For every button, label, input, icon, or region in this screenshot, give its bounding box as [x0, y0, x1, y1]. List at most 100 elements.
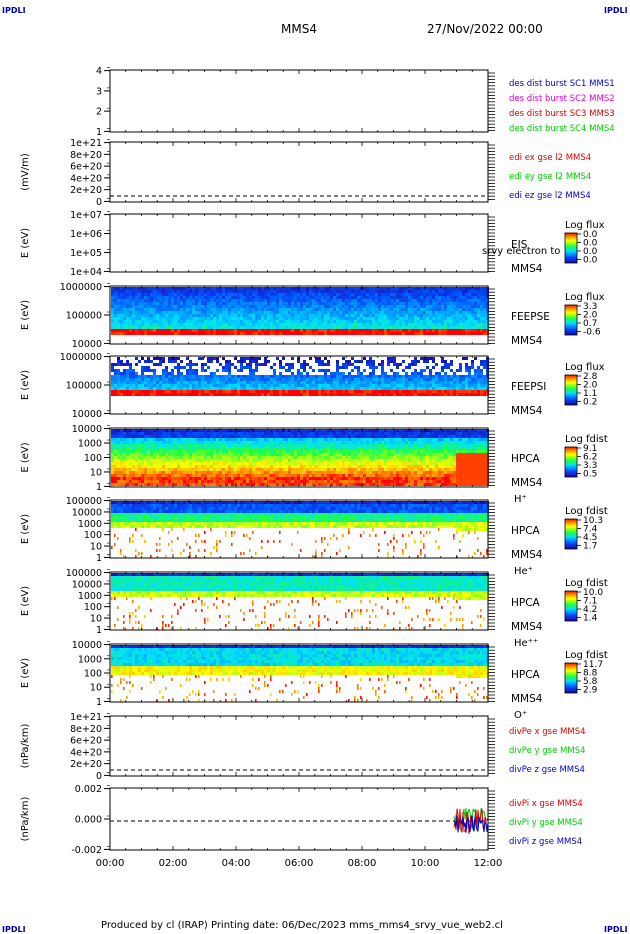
ytick-label-hpca_he-4: 10000	[72, 507, 102, 518]
cbar-tick-hpca_o-2: 5.8	[583, 677, 598, 687]
cbar-hpca_hepp	[564, 590, 578, 622]
ytick-label-eis-1: 1e+05	[70, 248, 102, 259]
cbar-title-hpca_o: Log fdist	[565, 650, 608, 661]
ytick-label-divpi-2: 0.002	[75, 784, 102, 795]
cbar-title-hpca_h: Log fdist	[565, 434, 608, 445]
panel-feepse	[104, 283, 581, 345]
cbar-tick-feepse-0: 3.3	[583, 302, 597, 312]
cbar-tick-hpca_he-1: 7.4	[583, 525, 598, 535]
ytick-label-burst-1: 2	[96, 107, 102, 118]
instrument-hpca_h: HPCA	[511, 453, 541, 465]
ytick-label-eis-2: 1e+06	[70, 229, 102, 240]
ytick-label-eis-3: 1e+07	[70, 210, 102, 221]
legend-burst-0: des dist burst SC1 MMS1	[509, 79, 615, 89]
divpi-trace-2	[453, 815, 489, 833]
instrument-eis: EIS	[511, 239, 528, 251]
ytick-label-hpca_h-3: 1000	[78, 439, 102, 450]
ytick-label-edi-1: 2e+20	[70, 185, 102, 196]
cbar-tick-hpca_o-0: 11.7	[583, 660, 603, 670]
ytick-label-divpe-1: 2e+20	[70, 759, 102, 770]
cbar-tick-hpca_he-2: 4.5	[583, 533, 597, 543]
legend-burst-3: des dist burst SC4 MMS4	[509, 124, 615, 134]
corner-label-bottom-right: IPDLI	[604, 925, 628, 934]
ytick-label-hpca_h-0: 1	[96, 482, 102, 493]
ytick-label-feepse-0: 10000	[72, 339, 102, 350]
ytick-label-hpca_he-3: 1000	[78, 519, 102, 530]
xtick-label-2: 04:00	[222, 858, 251, 869]
ytick-label-edi-5: 1e+21	[70, 138, 102, 149]
ytick-label-feepse-2: 1000000	[60, 282, 102, 293]
ytick-label-burst-3: 4	[96, 66, 102, 77]
legend-divpi-1: divPi y gse MMS4	[509, 818, 583, 828]
divpi-trace-1	[453, 808, 489, 835]
panel-hpca_o	[104, 641, 581, 703]
corner-label-left: IPDLI	[2, 6, 26, 15]
instrument-hpca_hepp: HPCA	[511, 597, 541, 609]
cbar-tick-hpca_hepp-3: 1.4	[583, 614, 598, 624]
cbar-tick-hpca_he-0: 10.3	[583, 516, 603, 526]
ytick-label-hpca_hepp-3: 1000	[78, 591, 102, 602]
legend-divpe-2: divPe z gse MMS4	[509, 765, 585, 775]
ytick-label-divpe-0: 0	[96, 771, 102, 782]
ytick-label-hpca_h-2: 100	[84, 453, 102, 464]
cbar-tick-feepsi-3: 0.2	[583, 398, 597, 408]
cbar-eis	[564, 232, 578, 264]
ytick-label-burst-0: 1	[96, 127, 102, 138]
ytick-label-feepsi-2: 1000000	[60, 352, 102, 363]
species-hpca_he: He⁺	[514, 566, 533, 577]
cbar-hpca_o	[564, 662, 578, 694]
overlay-eis: srvy electron to	[482, 246, 560, 257]
cbar-title-hpca_he: Log fdist	[565, 506, 608, 517]
sc-hpca_o: MMS4	[511, 693, 543, 705]
instrument-feepse: FEEPSE	[511, 311, 550, 323]
cbar-tick-feepse-2: 0.7	[583, 319, 597, 329]
cbar-tick-eis-2: 0.0	[583, 247, 598, 257]
ytick-label-hpca_hepp-1: 10	[90, 614, 102, 625]
cbar-tick-hpca_h-1: 6.2	[583, 453, 597, 463]
ytick-label-edi-2: 4e+20	[70, 173, 102, 184]
datetime-title: 27/Nov/2022 00:00	[427, 22, 543, 36]
ytick-label-hpca_hepp-0: 1	[96, 625, 102, 636]
panel-divpi	[104, 785, 495, 851]
ytick-label-feepsi-0: 10000	[72, 409, 102, 420]
xtick-label-4: 08:00	[348, 858, 377, 869]
cbar-tick-eis-0: 0.0	[583, 230, 598, 240]
sc-hpca_he: MMS4	[511, 549, 543, 561]
ytick-label-divpe-3: 6e+20	[70, 736, 102, 747]
ytick-label-hpca_h-4: 10000	[72, 424, 102, 435]
ylabel-hpca_hepp: E (eV)	[20, 586, 31, 616]
ytick-label-hpca_he-5: 100000	[66, 496, 102, 507]
sc-feepsi: MMS4	[511, 405, 543, 417]
legend-divpi-0: divPi x gse MMS4	[509, 799, 583, 809]
cbar-title-eis: Log flux	[565, 220, 605, 231]
cbar-tick-eis-3: 0.0	[583, 256, 598, 266]
panel-burst	[104, 67, 495, 133]
sc-feepse: MMS4	[511, 335, 543, 347]
panel-hpca_he	[104, 497, 581, 559]
ytick-label-edi-0: 0	[96, 197, 102, 208]
legend-edi-2: edi ez gse l2 MMS4	[509, 191, 591, 201]
ytick-label-divpe-2: 4e+20	[70, 747, 102, 758]
ytick-label-divpe-5: 1e+21	[70, 712, 102, 723]
legend-burst-2: des dist burst SC3 MMS3	[509, 109, 615, 119]
ylabel-hpca_o: E (eV)	[20, 658, 31, 688]
xtick-label-1: 02:00	[159, 858, 188, 869]
sc-hpca_hepp: MMS4	[511, 621, 543, 633]
instrument-feepsi: FEEPSI	[511, 381, 546, 393]
footer-credit: Produced by cl (IRAP) Printing date: 06/…	[101, 920, 503, 931]
legend-edi-0: edi ex gse l2 MMS4	[509, 153, 591, 163]
legend-divpe-1: divPe y gse MMS4	[509, 746, 586, 756]
panel-eis	[104, 211, 581, 273]
ytick-label-feepsi-1: 100000	[66, 381, 102, 392]
sc-hpca_h: MMS4	[511, 477, 543, 489]
panel-divpe	[104, 713, 495, 777]
ytick-label-hpca_he-1: 10	[90, 542, 102, 553]
species-hpca_hepp: He⁺⁺	[514, 638, 538, 649]
species-hpca_h: H⁺	[514, 494, 527, 505]
ylabel-hpca_he: E (eV)	[20, 514, 31, 544]
cbar-tick-hpca_hepp-1: 7.1	[583, 597, 597, 607]
ylabel-edi: (mV/m)	[20, 153, 31, 191]
panel-hpca_h	[104, 425, 581, 488]
cbar-tick-hpca_he-3: 1.7	[583, 542, 597, 552]
